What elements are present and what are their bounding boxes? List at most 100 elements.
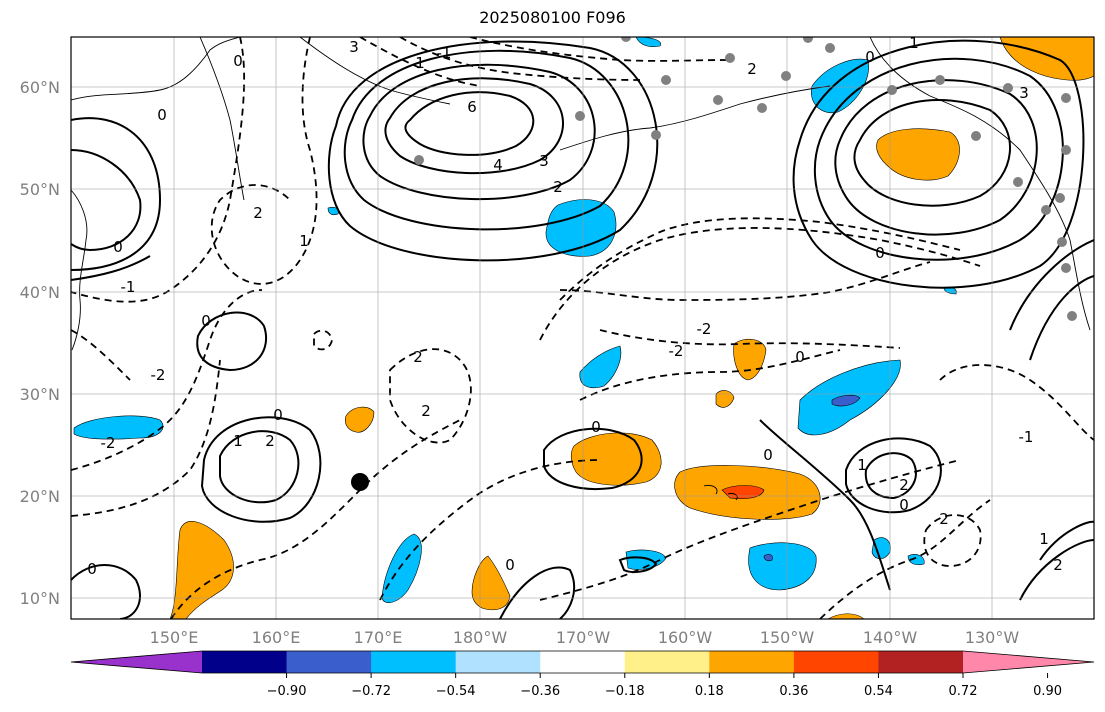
colorbar-tick-label: −0.54 — [436, 684, 476, 699]
coastlines — [71, 37, 1091, 501]
contour-pos-23 — [618, 556, 658, 573]
colorbar-segment — [540, 651, 626, 673]
contour-neg-12 — [71, 359, 221, 517]
station-marker — [725, 53, 735, 63]
colorbar-extend-min — [71, 651, 202, 673]
coast-alaska — [869, 37, 1091, 331]
contour-label: -1 — [1019, 428, 1034, 446]
contour-label: 0 — [899, 496, 909, 514]
station-marker — [414, 155, 424, 165]
contour-label: 3 — [539, 152, 549, 170]
colorbar-segment — [624, 651, 710, 673]
lat-label-30n: 30°N — [20, 385, 60, 404]
station-marker — [1061, 263, 1071, 273]
contour-neg-1 — [71, 37, 246, 303]
station-marker — [935, 75, 945, 85]
contour-pos-24 — [759, 419, 891, 591]
coast-bering — [299, 37, 451, 105]
gridlines — [71, 37, 1094, 619]
shade-orange-central — [570, 432, 662, 486]
shade-blue-south-1 — [381, 533, 422, 603]
contour-label: 2 — [265, 432, 275, 450]
colorbar-tick-label: 0.18 — [695, 684, 724, 699]
colorbar-segment — [286, 651, 372, 673]
shade-orange-alaska — [876, 128, 960, 181]
longitude-labels: 150°E 160°E 170°E 180°W 170°W 160°W 150°… — [150, 628, 1020, 647]
contour-label: 2 — [899, 476, 909, 494]
solid-contours — [71, 39, 1094, 619]
station-marker — [1061, 145, 1071, 155]
contour-pos-5 — [327, 40, 659, 262]
shade-blue-mid-north — [579, 345, 622, 389]
contour-neg-19 — [923, 514, 982, 567]
colorbar-extend-max — [963, 651, 1094, 673]
contour-label: -1 — [437, 44, 452, 62]
station-marker — [713, 95, 723, 105]
contour-neg-20 — [313, 329, 333, 351]
colorbar-tick-label: −0.18 — [605, 684, 645, 699]
lat-label-50n: 50°N — [20, 180, 60, 199]
contour-label: 1 — [299, 232, 309, 250]
station-marker — [661, 75, 671, 85]
contour-label: 1 — [857, 456, 867, 474]
contour-pos-4 — [343, 49, 630, 231]
contour-neg-18 — [939, 364, 1094, 441]
colorbar-tick-label: 0.72 — [949, 684, 978, 699]
colorbar-tick-label: 0.54 — [864, 684, 893, 699]
contour-pos-3 — [362, 63, 596, 201]
station-marker — [1061, 93, 1071, 103]
contour-labels: 3 0 1 -1 6 4 3 2 2 0 2 1 0 -1 -2 0 0 0 1… — [87, 37, 1063, 578]
contour-label: 0 — [273, 406, 283, 424]
colorbar-segment — [371, 651, 457, 673]
contour-label: 2 — [553, 178, 563, 196]
lon-label: 170°W — [556, 628, 611, 647]
station-marker — [971, 131, 981, 141]
shade-orange-small-1 — [345, 406, 375, 433]
contour-label: 0 — [505, 556, 515, 574]
colorbar-outline — [70, 650, 1095, 674]
station-marker — [1013, 177, 1023, 187]
contour-label: 0 — [157, 106, 167, 124]
contour-label: 0 — [201, 312, 211, 330]
latitude-labels: 60°N 50°N 40°N 30°N 20°N 10°N — [20, 78, 60, 608]
contour-pos-7 — [834, 79, 1038, 236]
contour-neg-7 — [539, 227, 981, 341]
contour-pos-12 — [196, 311, 267, 372]
contour-neg-14 — [379, 459, 601, 601]
lon-label: 140°W — [863, 628, 918, 647]
shade-red-hawaii — [721, 485, 765, 500]
contour-label: -2 — [101, 434, 116, 452]
contour-label: 2 — [747, 60, 757, 78]
contour-label: 2 — [939, 510, 949, 528]
contour-label: 0 — [87, 560, 97, 578]
contour-label: 2 — [421, 402, 431, 420]
lat-label-10n: 10°N — [20, 589, 60, 608]
contour-neg-3 — [359, 37, 481, 87]
station-marker — [1055, 193, 1065, 203]
contour-label: 0 — [875, 244, 885, 262]
contour-label: 3 — [1019, 84, 1029, 102]
contour-label: 4 — [493, 156, 503, 174]
target-point-marker — [351, 473, 369, 491]
lon-label: 130°W — [965, 628, 1020, 647]
station-marker — [621, 37, 631, 42]
shade-orange-small-2 — [733, 338, 767, 381]
contour-neg-8 — [559, 261, 931, 301]
shade-blue-south-4 — [871, 537, 891, 560]
station-marker — [825, 43, 835, 53]
colorbar-tick-label: 0.90 — [1033, 684, 1062, 699]
coast-aleutians — [559, 85, 831, 151]
contour-neg-16 — [819, 499, 991, 619]
contour-neg-9 — [599, 329, 901, 349]
contour-label: 0 — [795, 348, 805, 366]
lat-label-40n: 40°N — [20, 283, 60, 302]
contour-neg-2 — [210, 37, 318, 285]
shade-darkblue-south — [763, 554, 773, 562]
contour-pos-18 — [1019, 520, 1094, 601]
contour-pos-21 — [71, 117, 162, 271]
contour-neg-4 — [399, 37, 641, 81]
station-marker — [575, 111, 585, 121]
colorbar-segment — [202, 651, 288, 673]
plot-area — [71, 37, 1094, 619]
